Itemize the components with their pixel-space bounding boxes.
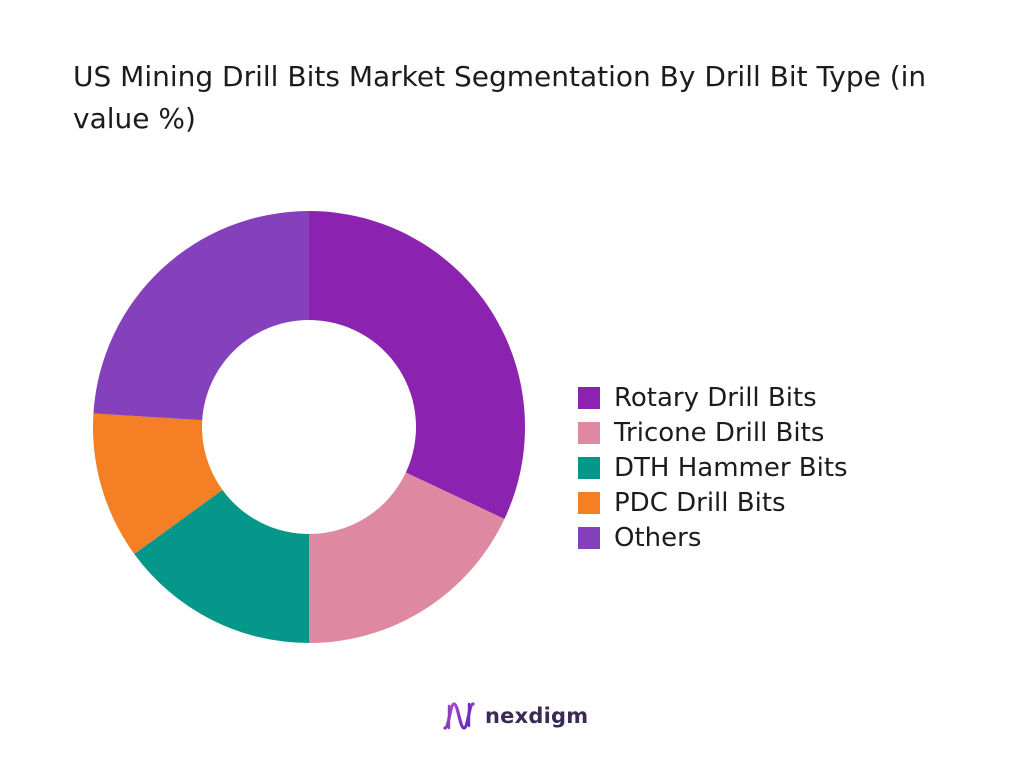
slice-dth-hammer-bits [134,489,309,643]
legend-label: Rotary Drill Bits [614,382,817,413]
legend-swatch [578,526,600,549]
slice-pdc-drill-bits [92,413,223,554]
legend-swatch [578,456,600,479]
brand-footer: nexdigm [441,696,588,736]
chart-title: US Mining Drill Bits Market Segmentation… [73,60,927,135]
legend-item: DTH Hammer Bits [578,450,848,485]
legend-swatch [578,421,600,444]
legend-item: Rotary Drill Bits [578,380,848,415]
nexdigm-logo-icon [443,702,475,730]
legend-swatch [578,491,600,514]
legend-label: PDC Drill Bits [614,487,786,518]
legend-swatch [578,386,600,409]
chart-legend: Rotary Drill Bits Tricone Drill Bits DTH H… [578,380,848,555]
legend-item: PDC Drill Bits [578,485,848,520]
legend-label: Others [614,522,702,553]
brand-name: nexdigm [485,704,589,728]
slice-tricone-drill-bits [309,472,505,643]
legend-item: Tricone Drill Bits [578,415,848,450]
slice-others [93,211,309,421]
legend-label: DTH Hammer Bits [614,452,848,483]
legend-label: Tricone Drill Bits [614,417,825,448]
legend-item: Others [578,520,848,555]
slice-rotary-drill-bits [309,211,525,519]
